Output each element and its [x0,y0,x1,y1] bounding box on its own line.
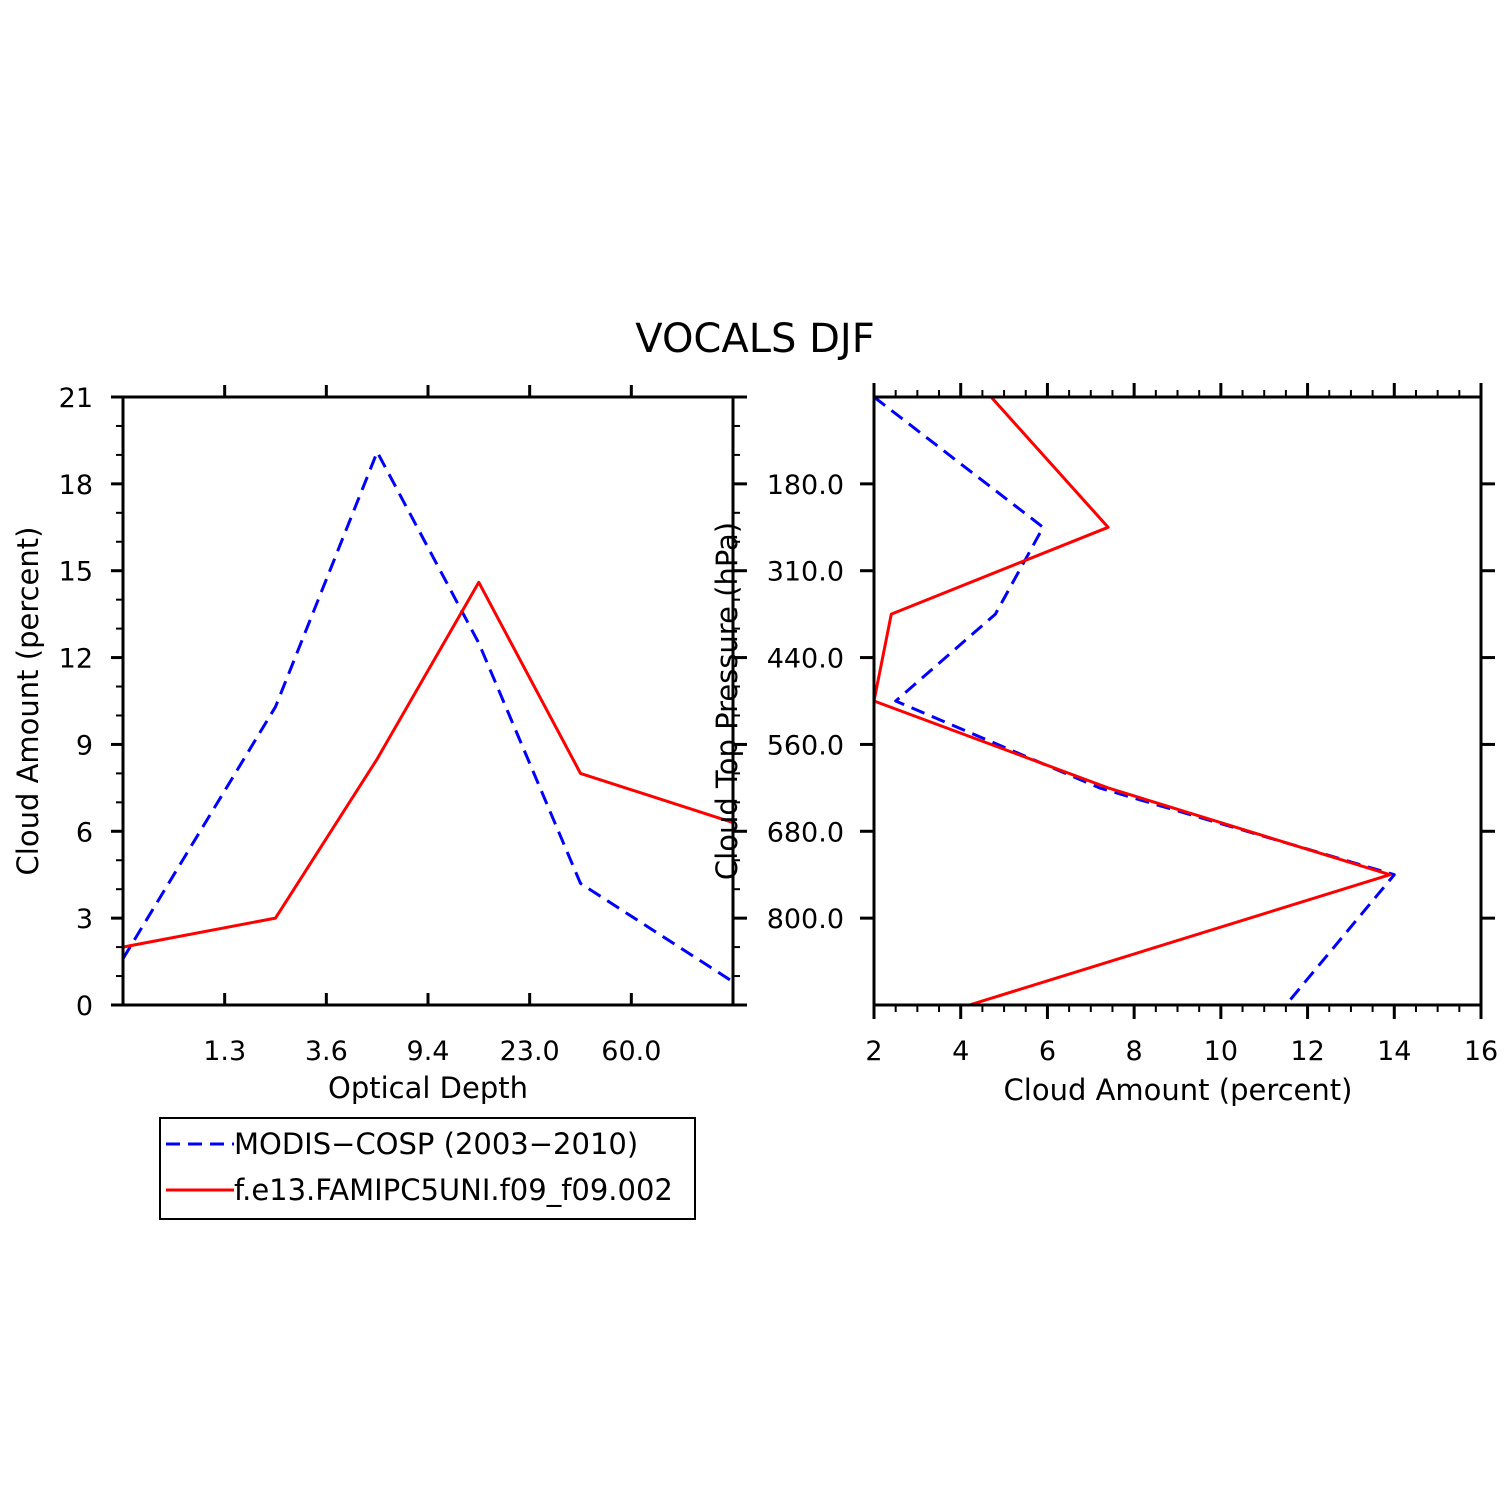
left-y-tick-label: 9 [76,730,93,761]
legend: MODIS−COSP (2003−2010) f.e13.FAMIPC5UNI.… [159,1117,696,1220]
right-x-axis-label: Cloud Amount (percent) [1004,1073,1353,1107]
right-y-tick-labels: 180.0 310.0 440.0 560.0 680.0 800.0 [767,470,844,935]
left-series-line-1 [122,580,734,949]
panel-cloud-top-pressure: 2 4 6 8 10 12 14 16 180.0 310.0 440.0 560.0 680.0 80… [710,383,1498,1107]
left-y-tick-label: 15 [59,557,93,588]
right-y-axis-label: Cloud Top Pressure (hPa) [710,522,744,880]
right-y-tick-label: 800.0 [767,904,844,935]
left-x-tick-label: 23.0 [500,1036,560,1067]
left-y-tick-label: 12 [59,644,93,675]
right-x-tick-label: 8 [1126,1036,1143,1067]
chart-title: VOCALS DJF [635,316,874,362]
left-x-tick-label: 9.4 [407,1036,450,1067]
left-series-line-0 [121,450,734,984]
left-x-axis-label: Optical Depth [328,1071,528,1105]
right-y-tick-label: 180.0 [767,470,844,501]
left-y-tick-label: 18 [59,470,93,501]
legend-label-model: f.e13.FAMIPC5UNI.f09_f09.002 [234,1173,673,1207]
right-x-tick-label: 16 [1464,1036,1498,1067]
left-plot-frame [121,395,735,1007]
right-x-tick-label: 14 [1377,1036,1411,1067]
right-x-tick-label: 10 [1204,1036,1238,1067]
left-y-tick-label: 3 [76,904,93,935]
left-x-tick-label: 1.3 [203,1036,246,1067]
left-y-tick-label: 21 [59,383,93,414]
left-y-tick-label: 6 [76,817,93,848]
left-x-tick-labels: 1.3 3.6 9.4 23.0 60.0 [203,1036,661,1067]
right-plot-frame [872,395,1483,1007]
left-ticks [111,385,747,1007]
right-x-tick-label: 4 [952,1036,969,1067]
right-x-tick-label: 2 [865,1036,882,1067]
left-y-tick-labels: 0 3 6 9 12 15 18 21 [59,383,93,1022]
legend-box [159,1117,696,1220]
right-y-tick-label: 440.0 [767,644,844,675]
right-y-tick-label: 680.0 [767,817,844,848]
left-x-tick-label: 60.0 [601,1036,661,1067]
right-y-tick-label: 310.0 [767,557,844,588]
left-y-axis-label: Cloud Amount (percent) [11,527,45,876]
right-x-tick-label: 12 [1290,1036,1324,1067]
panel-optical-depth: 1.3 3.6 9.4 23.0 60.0 0 3 6 9 12 15 18 21 Optical D… [11,383,747,1105]
left-y-tick-label: 0 [76,991,93,1022]
right-y-tick-label: 560.0 [767,730,844,761]
legend-label-modis: MODIS−COSP (2003−2010) [234,1127,638,1161]
left-x-tick-label: 3.6 [305,1036,348,1067]
right-x-tick-labels: 2 4 6 8 10 12 14 16 [865,1036,1498,1067]
right-x-tick-label: 6 [1039,1036,1056,1067]
